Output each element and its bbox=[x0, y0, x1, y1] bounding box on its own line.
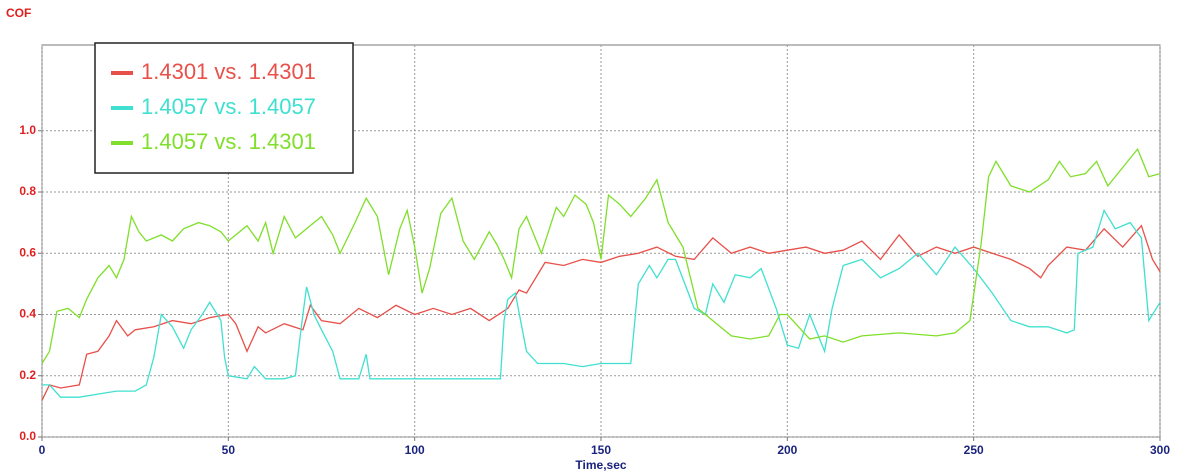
y-tick-label: 1.0 bbox=[19, 123, 36, 137]
y-tick-label: 0.2 bbox=[19, 368, 36, 382]
x-tick-label: 300 bbox=[1150, 443, 1170, 457]
legend-label: 1.4057 vs. 1.4057 bbox=[141, 94, 316, 119]
x-tick-label: 150 bbox=[591, 443, 611, 457]
x-tick-label: 0 bbox=[39, 443, 46, 457]
x-tick-label: 100 bbox=[405, 443, 425, 457]
y-tick-label: 0.6 bbox=[19, 245, 36, 259]
x-tick-label: 50 bbox=[222, 443, 236, 457]
legend-box bbox=[94, 42, 354, 174]
y-tick-label: 0.8 bbox=[19, 184, 36, 198]
series-line bbox=[41, 147, 1161, 364]
x-tick-label: 200 bbox=[777, 443, 797, 457]
legend-label: 1.4057 vs. 1.4301 bbox=[141, 129, 316, 154]
y-tick-label: 0.0 bbox=[19, 429, 36, 443]
y-tick-label: 0.4 bbox=[19, 307, 36, 321]
x-tick-label: 250 bbox=[964, 443, 984, 457]
y-axis-label: COF bbox=[6, 6, 31, 20]
legend-label: 1.4301 vs. 1.4301 bbox=[141, 59, 316, 84]
series-line bbox=[42, 208, 1161, 398]
x-axis-label: Time,sec bbox=[575, 458, 626, 472]
